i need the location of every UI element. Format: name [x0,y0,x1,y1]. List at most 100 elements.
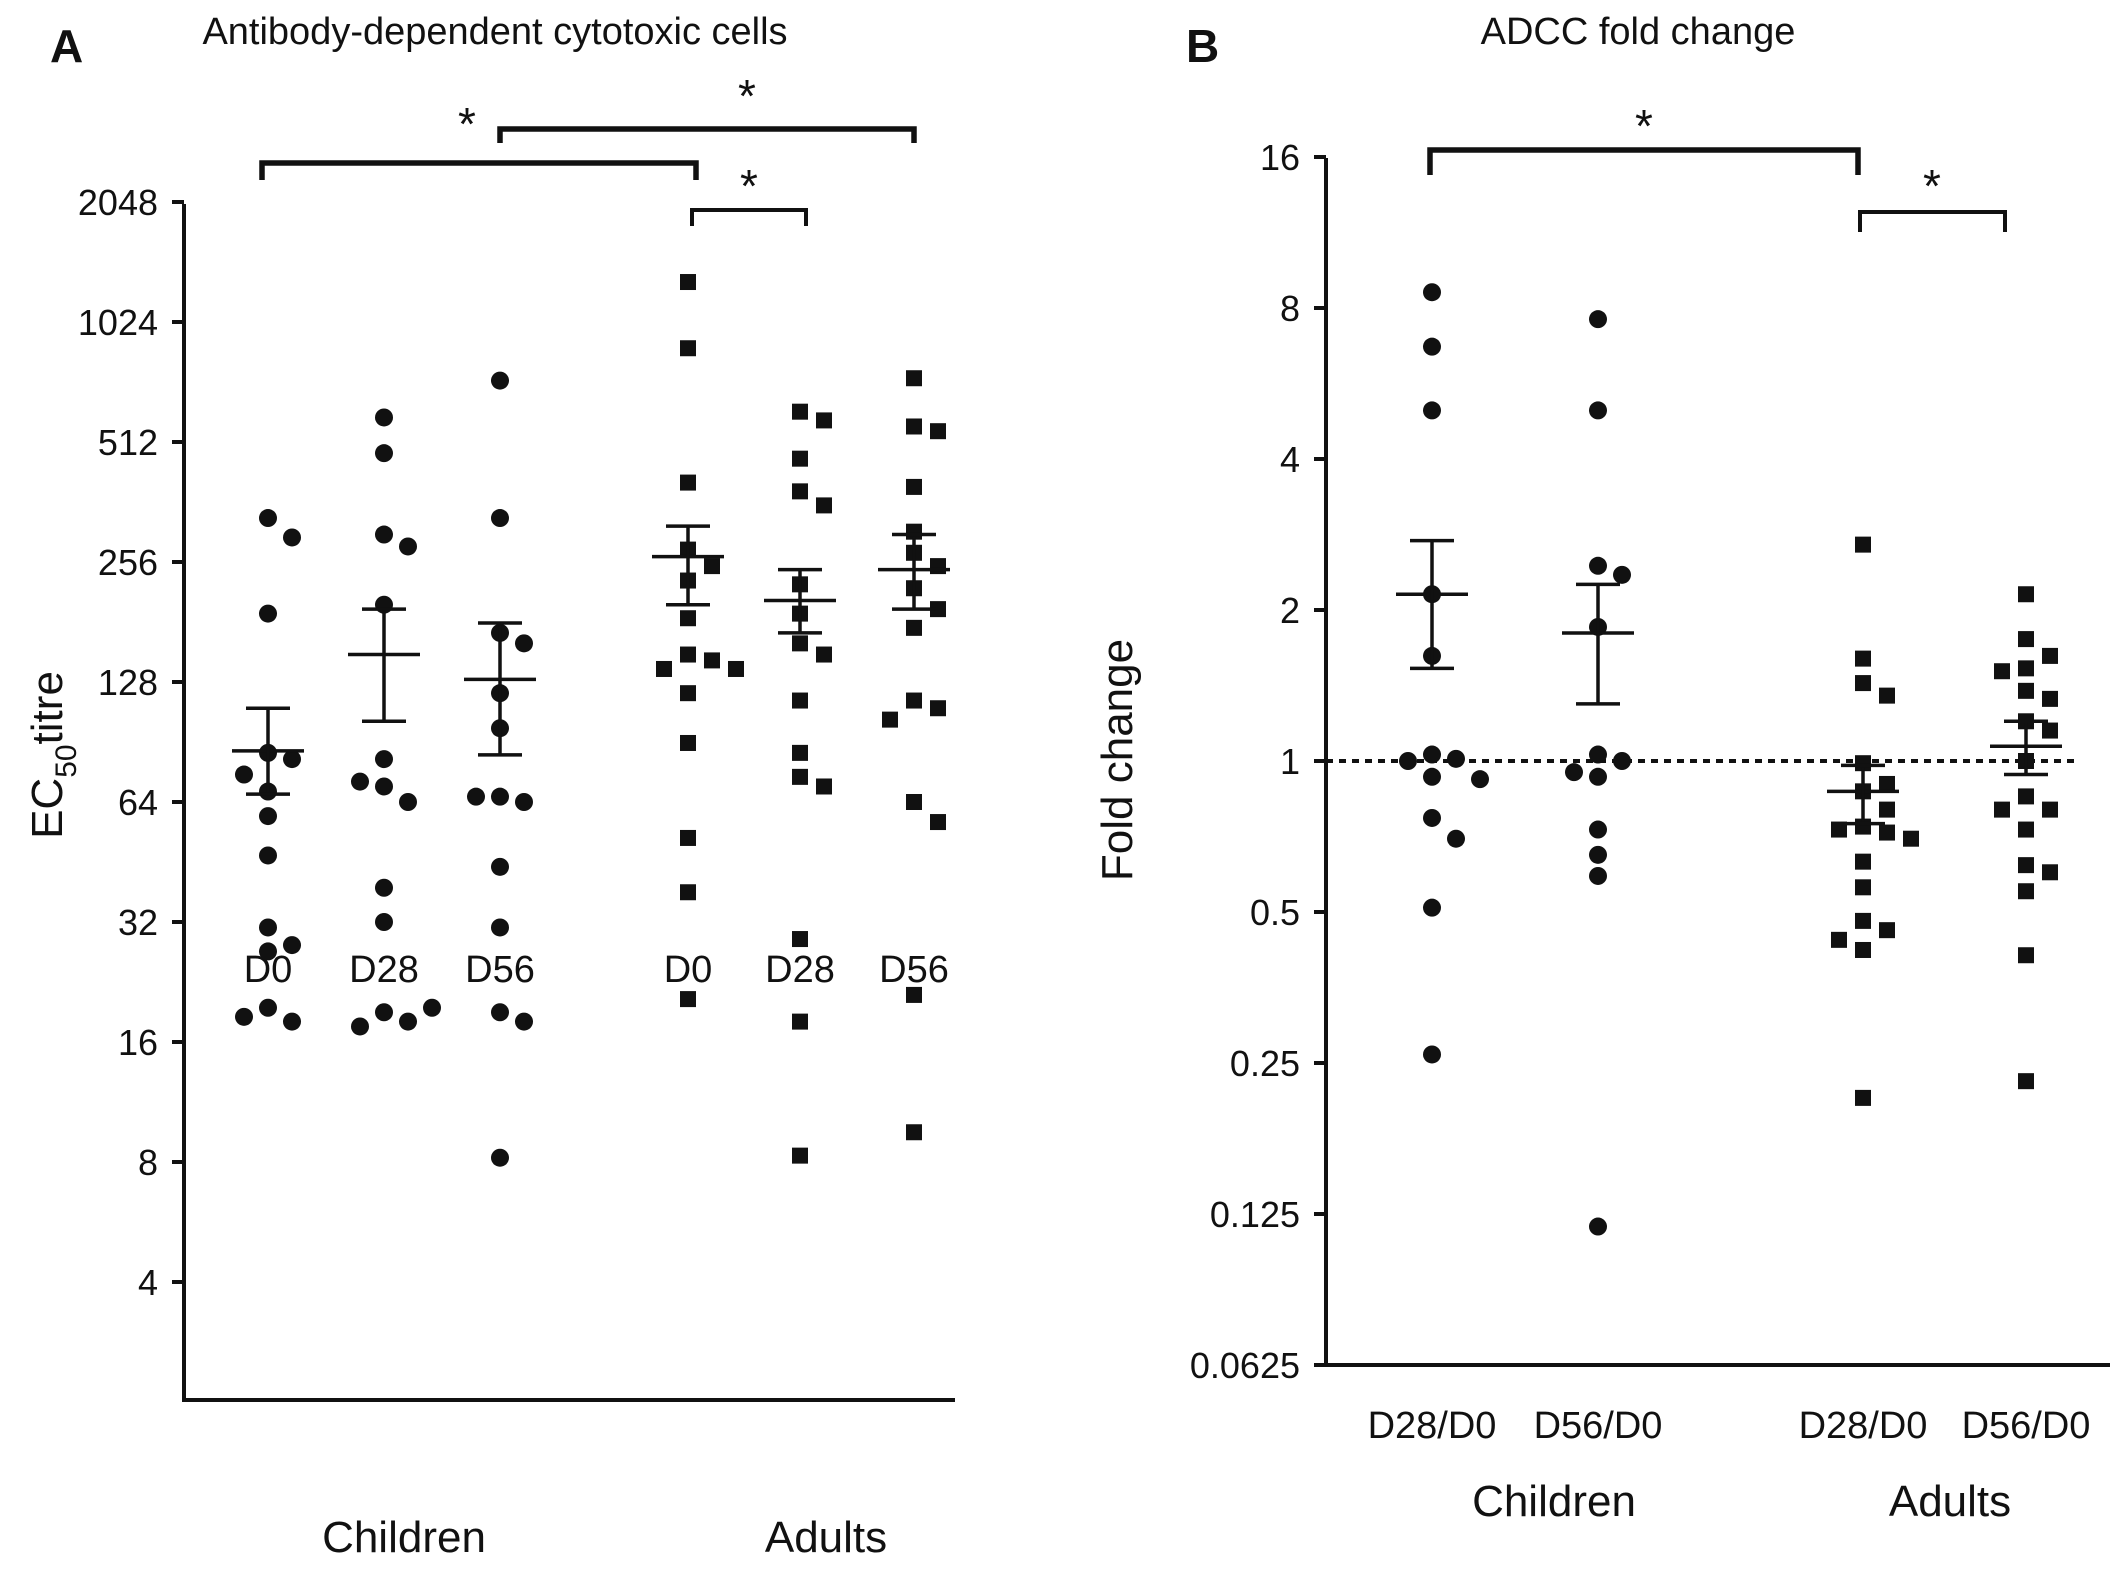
data-point [1589,310,1607,329]
data-point [283,528,301,547]
data-point [375,408,393,427]
data-point [375,777,393,796]
data-point [792,450,808,467]
data-point [1855,675,1871,692]
y-tick-label: 2 [1280,590,1300,631]
y-tick-label: 0.25 [1230,1043,1300,1084]
data-point [816,778,832,795]
data-point [792,1013,808,1030]
data-point [816,412,832,429]
sig-bracket-adults-d0-d28 [690,208,808,226]
y-tick-label: 8 [1280,288,1300,329]
data-point [728,660,744,677]
data-point [2018,821,2034,838]
panel-a-title: Antibody-dependent cytotoxic cells [202,11,787,53]
sig-bracket-children-d56-adults-d56 [497,126,917,143]
data-point [2018,631,2034,648]
data-point [491,787,509,806]
series-children-d56-d0 [1562,310,1634,1236]
data-point [680,474,696,491]
data-point [930,423,946,440]
data-point [259,604,277,623]
panel-a-letter: A [50,20,83,72]
data-point [283,1012,301,1031]
panel-a: A Antibody-dependent cytotoxic cells 4 8 1… [23,11,955,1562]
data-point [1565,763,1583,782]
series-children-d56 [464,371,536,1167]
data-point [656,660,672,677]
y-tick-label: 0.125 [1210,1194,1300,1235]
data-point [2018,857,2034,874]
data-point [792,1147,808,1164]
data-point [375,878,393,897]
data-point [375,1003,393,1022]
y-tick-label: 512 [98,422,158,463]
x-tick-label: D28 [765,949,835,991]
panel-a-y-ticks: 4 8 16 32 64 128 256 512 1024 2048 [78,182,184,1303]
series-children-d0 [232,509,304,1031]
data-point [906,986,922,1003]
data-point [1831,821,1847,838]
data-point [1855,536,1871,553]
data-point [399,537,417,556]
data-point [351,772,369,791]
data-point [1589,745,1607,764]
data-point [491,918,509,937]
data-point [1879,775,1895,792]
data-point [515,793,533,811]
panel-b-category-labels: D28/D0 D56/D0 D28/D0 D56/D0 [1368,1405,2091,1447]
sig-star: * [1635,100,1653,152]
sig-star: * [738,70,756,122]
data-point [1589,767,1607,786]
y-tick-label: 16 [1260,137,1300,178]
y-tick-label: 256 [98,542,158,583]
data-point [1903,830,1919,847]
data-point [1589,820,1607,839]
x-tick-label: D28/D0 [1799,1405,1928,1447]
y-tick-label: 2048 [78,182,158,223]
data-point [515,1012,533,1031]
data-point [930,700,946,717]
data-point [1613,565,1631,584]
y-tick-label: 4 [138,1262,158,1303]
series-adults-d0 [652,274,744,1008]
sig-bracket-adults-d28-d56 [1858,210,2007,232]
data-point [1589,866,1607,885]
data-point [283,936,301,955]
data-point [1879,801,1895,818]
data-point [491,509,509,528]
data-point [1855,912,1871,929]
x-tick-label: D56 [465,949,535,991]
panel-b-group-label-adults: Adults [1889,1477,2011,1526]
data-point [375,913,393,931]
data-point [680,646,696,663]
sig-star: * [1923,160,1941,212]
data-point [1589,845,1607,864]
data-point [351,1017,369,1036]
panel-a-y-label: EC50titre [23,671,83,839]
panel-a-data [232,274,950,1167]
data-point [1855,1089,1871,1106]
data-point [930,814,946,831]
panel-b-y-ticks: 0.0625 0.125 0.25 0.5 1 2 4 8 16 [1190,137,1326,1386]
data-point [882,711,898,728]
data-point [1831,931,1847,948]
data-point [2042,864,2058,881]
data-point [2018,947,2034,964]
sig-bracket-children-adults-d28 [1427,147,1861,175]
panel-a-group-label-adults: Adults [765,1513,887,1562]
data-point [1855,853,1871,870]
data-point [680,340,696,357]
data-point [906,370,922,387]
y-tick-label: 1024 [78,302,158,343]
panel-b-letter: B [1186,20,1219,72]
panel-b: B ADCC fold change 0.0625 0.125 0.25 0.5 1 2 4… [1093,11,2110,1526]
data-point [2018,682,2034,699]
data-point [704,652,720,669]
data-point [906,1124,922,1141]
data-point [1994,801,2010,818]
data-point [704,558,720,575]
data-point [680,274,696,291]
data-point [2018,1073,2034,1090]
data-point [816,646,832,663]
